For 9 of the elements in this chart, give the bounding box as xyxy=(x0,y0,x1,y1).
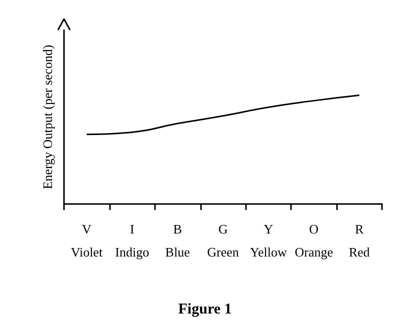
y-axis-title: Energy Output (per second) xyxy=(40,44,55,190)
x-tick-label: O Orange xyxy=(294,222,334,260)
x-tick-label: G Green xyxy=(207,222,240,260)
x-tick-label: B Blue xyxy=(165,222,190,260)
x-tick-label: Y Yellow xyxy=(250,222,288,260)
x-tick-label: I Indigo xyxy=(115,222,150,260)
text: Figure 1 xyxy=(178,302,232,318)
x-tick-label: R Red xyxy=(348,222,370,260)
x-tick-label: V Violet xyxy=(70,222,103,260)
